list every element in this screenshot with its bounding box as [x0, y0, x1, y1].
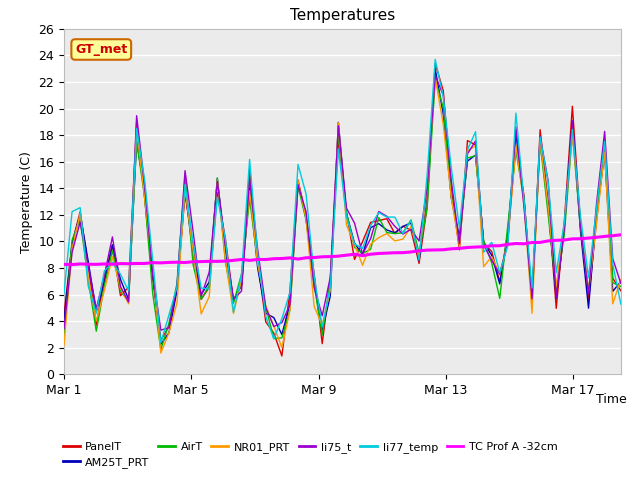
Legend: PanelT, AM25T_PRT, AirT, NR01_PRT, li75_t, li77_temp, TC Prof A -32cm: PanelT, AM25T_PRT, AirT, NR01_PRT, li75_… [58, 437, 562, 472]
X-axis label: Time: Time [596, 394, 627, 407]
Title: Temperatures: Temperatures [290, 9, 395, 24]
Text: GT_met: GT_met [75, 43, 127, 56]
Y-axis label: Temperature (C): Temperature (C) [20, 151, 33, 252]
